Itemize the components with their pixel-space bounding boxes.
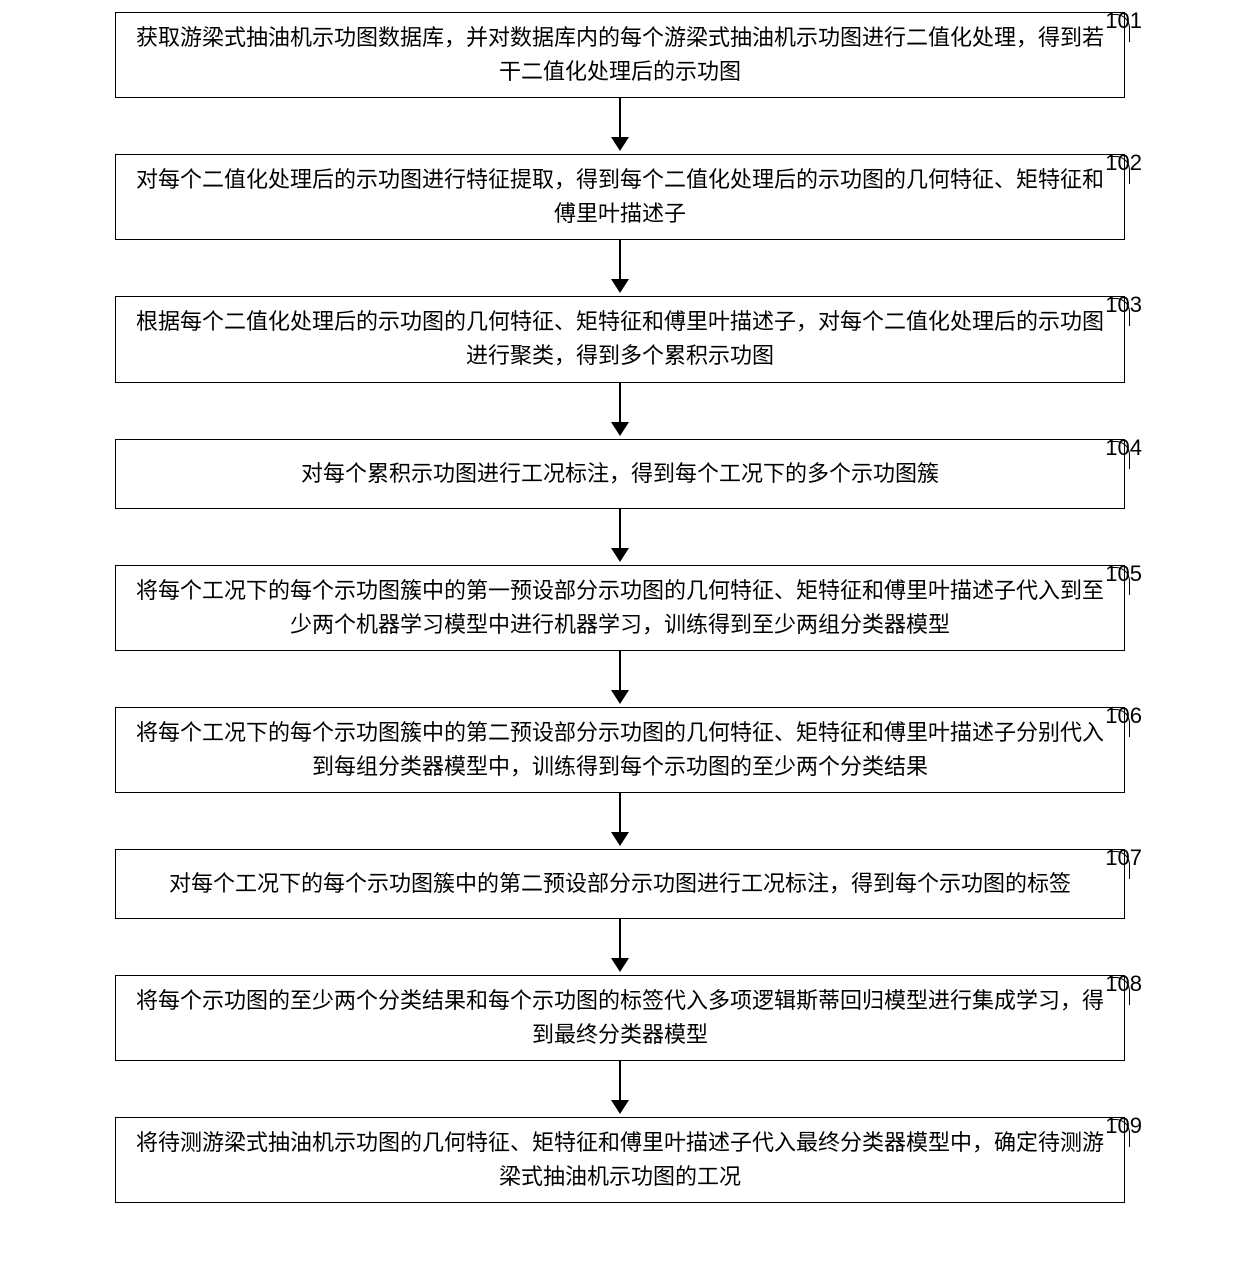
flow-box: 对每个二值化处理后的示功图进行特征提取，得到每个二值化处理后的示功图的几何特征、… bbox=[115, 154, 1125, 240]
arrow-down-icon bbox=[611, 919, 629, 975]
flow-step-label: 106 bbox=[1105, 703, 1142, 729]
flow-step: 对每个工况下的每个示功图簇中的第二预设部分示功图进行工况标注，得到每个示功图的标… bbox=[0, 849, 1240, 919]
flow-step-label: 107 bbox=[1105, 845, 1142, 871]
flow-box-text: 将待测游梁式抽油机示功图的几何特征、矩特征和傅里叶描述子代入最终分类器模型中，确… bbox=[134, 1126, 1106, 1194]
arrow-down-icon bbox=[611, 240, 629, 296]
flow-step: 将每个示功图的至少两个分类结果和每个示功图的标签代入多项逻辑斯蒂回归模型进行集成… bbox=[0, 975, 1240, 1061]
flow-box-text: 对每个工况下的每个示功图簇中的第二预设部分示功图进行工况标注，得到每个示功图的标… bbox=[169, 867, 1071, 901]
arrow-down-icon bbox=[611, 383, 629, 439]
flow-box: 对每个工况下的每个示功图簇中的第二预设部分示功图进行工况标注，得到每个示功图的标… bbox=[115, 849, 1125, 919]
flow-step-label: 108 bbox=[1105, 971, 1142, 997]
arrow-down-icon bbox=[611, 793, 629, 849]
arrow-down-icon bbox=[611, 651, 629, 707]
flow-step-label: 105 bbox=[1105, 561, 1142, 587]
flow-box-text: 根据每个二值化处理后的示功图的几何特征、矩特征和傅里叶描述子，对每个二值化处理后… bbox=[134, 305, 1106, 373]
flow-step-label: 103 bbox=[1105, 292, 1142, 318]
flow-box: 将每个工况下的每个示功图簇中的第二预设部分示功图的几何特征、矩特征和傅里叶描述子… bbox=[115, 707, 1125, 793]
flow-box-text: 对每个累积示功图进行工况标注，得到每个工况下的多个示功图簇 bbox=[301, 457, 939, 491]
flowchart-container: 获取游梁式抽油机示功图数据库，并对数据库内的每个游梁式抽油机示功图进行二值化处理… bbox=[0, 12, 1240, 1203]
arrow-down-icon bbox=[611, 509, 629, 565]
flow-box-text: 将每个工况下的每个示功图簇中的第一预设部分示功图的几何特征、矩特征和傅里叶描述子… bbox=[134, 574, 1106, 642]
flow-box: 获取游梁式抽油机示功图数据库，并对数据库内的每个游梁式抽油机示功图进行二值化处理… bbox=[115, 12, 1125, 98]
arrow-down-icon bbox=[611, 1061, 629, 1117]
flow-step-label: 109 bbox=[1105, 1113, 1142, 1139]
flow-step: 获取游梁式抽油机示功图数据库，并对数据库内的每个游梁式抽油机示功图进行二值化处理… bbox=[0, 12, 1240, 98]
flow-box-text: 对每个二值化处理后的示功图进行特征提取，得到每个二值化处理后的示功图的几何特征、… bbox=[134, 163, 1106, 231]
flow-box-text: 将每个工况下的每个示功图簇中的第二预设部分示功图的几何特征、矩特征和傅里叶描述子… bbox=[134, 716, 1106, 784]
flow-step: 将待测游梁式抽油机示功图的几何特征、矩特征和傅里叶描述子代入最终分类器模型中，确… bbox=[0, 1117, 1240, 1203]
flow-step: 根据每个二值化处理后的示功图的几何特征、矩特征和傅里叶描述子，对每个二值化处理后… bbox=[0, 296, 1240, 382]
flow-box: 将待测游梁式抽油机示功图的几何特征、矩特征和傅里叶描述子代入最终分类器模型中，确… bbox=[115, 1117, 1125, 1203]
flow-step-label: 101 bbox=[1105, 8, 1142, 34]
flow-box: 将每个工况下的每个示功图簇中的第一预设部分示功图的几何特征、矩特征和傅里叶描述子… bbox=[115, 565, 1125, 651]
flow-step-label: 102 bbox=[1105, 150, 1142, 176]
flow-step: 将每个工况下的每个示功图簇中的第一预设部分示功图的几何特征、矩特征和傅里叶描述子… bbox=[0, 565, 1240, 651]
flow-box-text: 获取游梁式抽油机示功图数据库，并对数据库内的每个游梁式抽油机示功图进行二值化处理… bbox=[134, 21, 1106, 89]
flow-step: 对每个二值化处理后的示功图进行特征提取，得到每个二值化处理后的示功图的几何特征、… bbox=[0, 154, 1240, 240]
flow-step-label: 104 bbox=[1105, 435, 1142, 461]
flow-step: 将每个工况下的每个示功图簇中的第二预设部分示功图的几何特征、矩特征和傅里叶描述子… bbox=[0, 707, 1240, 793]
flow-step: 对每个累积示功图进行工况标注，得到每个工况下的多个示功图簇 104 bbox=[0, 439, 1240, 509]
flow-box-text: 将每个示功图的至少两个分类结果和每个示功图的标签代入多项逻辑斯蒂回归模型进行集成… bbox=[134, 984, 1106, 1052]
arrow-down-icon bbox=[611, 98, 629, 154]
flow-box: 对每个累积示功图进行工况标注，得到每个工况下的多个示功图簇 bbox=[115, 439, 1125, 509]
flow-box: 根据每个二值化处理后的示功图的几何特征、矩特征和傅里叶描述子，对每个二值化处理后… bbox=[115, 296, 1125, 382]
flow-box: 将每个示功图的至少两个分类结果和每个示功图的标签代入多项逻辑斯蒂回归模型进行集成… bbox=[115, 975, 1125, 1061]
